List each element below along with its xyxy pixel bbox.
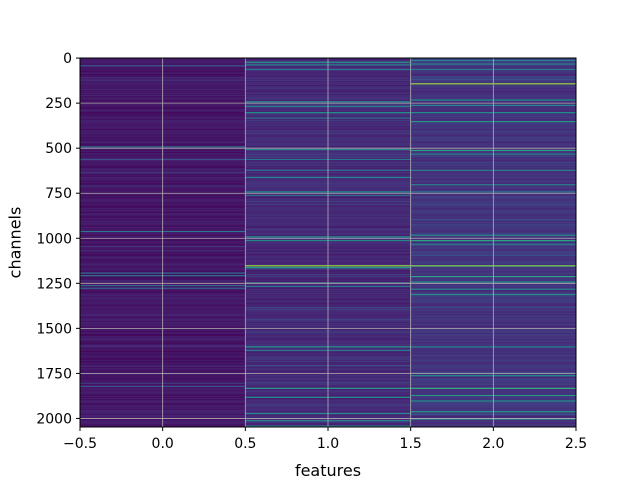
y-tick-label: 1750 [36,366,72,382]
x-tick-label: 0.5 [234,436,256,452]
x-tick-label: 2.0 [482,436,504,452]
y-tick-label: 500 [45,141,72,157]
y-axis-ticks: 0 250 500 750 1000 1250 1500 1750 2000 [36,51,80,427]
y-tick-label: 750 [45,186,72,202]
y-tick-label: 250 [45,96,72,112]
x-tick-label: −0.5 [63,436,97,452]
y-tick-label: 1250 [36,276,72,292]
x-tick-label: 0.0 [152,436,174,452]
y-tick-label: 0 [63,51,72,67]
x-tick-label: 1.5 [400,436,422,452]
y-tick-label: 1500 [36,321,72,337]
x-axis-label: features [295,461,361,480]
y-tick-label: 2000 [36,411,72,427]
x-tick-label: 1.0 [317,436,339,452]
y-tick-label: 1000 [36,231,72,247]
y-axis-label: channels [6,207,25,279]
grid-lines [80,58,576,427]
x-tick-label: 2.5 [565,436,587,452]
x-axis-ticks: −0.5 0.0 0.5 1.0 1.5 2.0 2.5 [63,427,587,452]
